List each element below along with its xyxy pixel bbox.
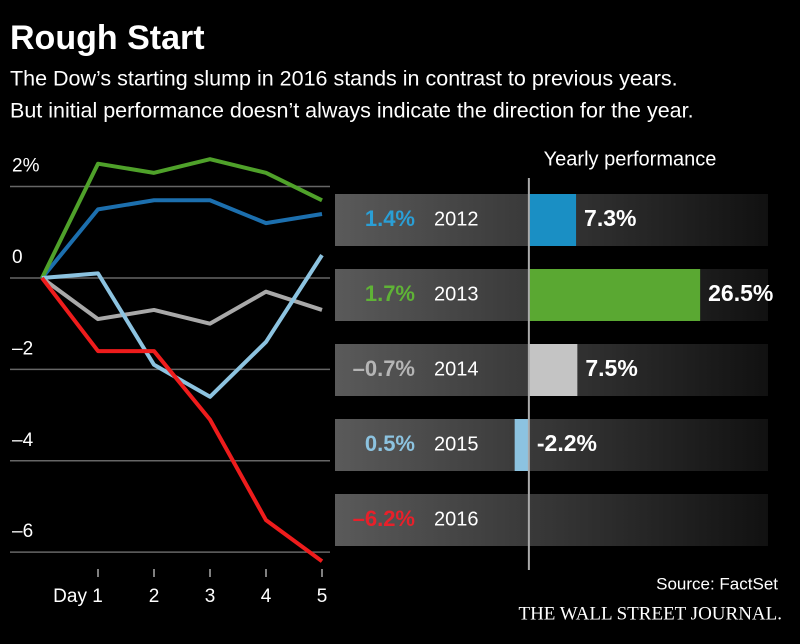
bar: [514, 419, 529, 471]
y-tick-label: –4: [12, 430, 34, 451]
year-label: 2013: [434, 283, 479, 305]
value-label: 26.5%: [708, 280, 773, 306]
start-label: 1.7%: [365, 281, 415, 306]
year-label: 2012: [434, 208, 479, 230]
start-label: –0.7%: [353, 356, 415, 381]
x-tick-label: Day 1: [53, 586, 103, 607]
x-tick-label: 2: [149, 586, 160, 607]
source: Source: FactSet: [656, 574, 778, 593]
line-series: [40, 276, 323, 326]
value-label: -2.2%: [537, 430, 597, 456]
subtitle: The Dow’s starting slump in 2016 stands …: [10, 67, 678, 91]
line-series: [40, 157, 323, 279]
row-background: [335, 494, 768, 546]
year-label: 2015: [434, 433, 479, 455]
x-tick-label: 4: [261, 586, 272, 607]
bar: [528, 269, 701, 321]
start-label: 0.5%: [365, 431, 415, 456]
y-tick-label: 2%: [12, 156, 40, 177]
x-tick-label: 3: [205, 586, 216, 607]
line-series: [40, 276, 324, 563]
row-background: [335, 419, 768, 471]
y-tick-label: –2: [12, 338, 33, 359]
publisher: THE WALL STREET JOURNAL.: [518, 603, 782, 624]
value-label: 7.3%: [584, 205, 636, 231]
panel-title: Yearly performance: [544, 148, 717, 170]
value-label: 7.5%: [585, 355, 637, 381]
line-series: [40, 198, 323, 280]
bar: [528, 344, 578, 396]
title: Rough Start: [10, 19, 205, 57]
y-tick-label: –6: [12, 521, 33, 542]
start-label: 1.4%: [365, 206, 415, 231]
bar: [528, 194, 577, 246]
year-label: 2016: [434, 508, 479, 530]
x-tick-label: 5: [317, 586, 328, 607]
start-label: –6.2%: [353, 506, 415, 531]
line-series: [41, 254, 324, 399]
y-tick-label: 0: [12, 247, 23, 268]
subtitle: But initial performance doesn’t always i…: [10, 99, 694, 123]
year-label: 2014: [434, 358, 479, 380]
